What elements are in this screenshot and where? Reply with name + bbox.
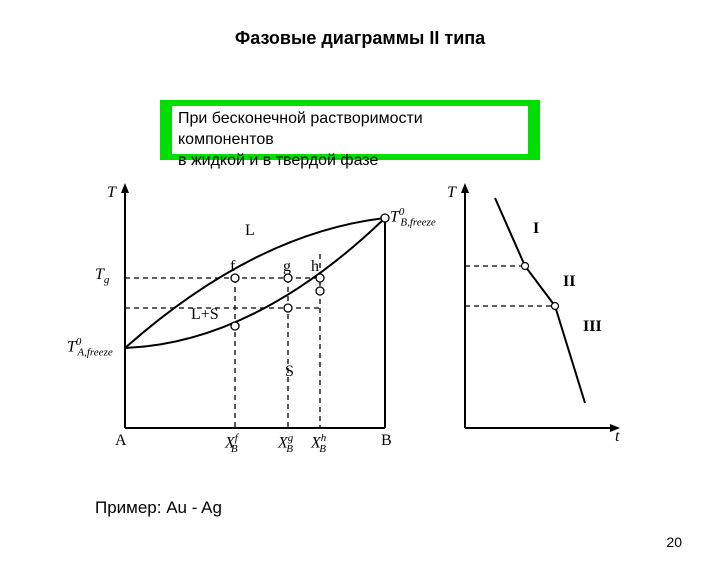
Tg-label: Tg (95, 266, 109, 286)
right-T-axis-label: T (447, 184, 456, 202)
left-T-axis-label: T (107, 184, 116, 202)
point-f-label: f (230, 258, 235, 276)
right-t-axis-label: t (615, 428, 619, 446)
subtitle-line1: При бесконечной растворимости компоненто… (178, 110, 423, 148)
diagram-area: T L L+S S f g h Tg T0A,freeze T0B,freeze… (85, 178, 645, 478)
region-II-label: II (563, 273, 575, 291)
page-title: Фазовые диаграммы II типа (0, 28, 720, 49)
A-label: A (115, 432, 127, 450)
phase-diagram-svg (85, 178, 645, 478)
example-text: Пример: Au - Ag (95, 498, 222, 518)
TA-freeze-label: T0A,freeze (67, 336, 113, 359)
page-number: 20 (666, 534, 682, 550)
S-region-label: S (285, 363, 294, 381)
region-I-label: I (533, 220, 539, 238)
L-region-label: L (245, 222, 255, 240)
B-label: B (381, 432, 392, 450)
point-g-label: g (283, 258, 291, 276)
Xf-label: XfB (225, 432, 238, 455)
subtitle-box: При бесконечной растворимости компоненто… (172, 106, 528, 154)
region-III-label: III (583, 318, 602, 336)
Xh-label: XhB (311, 432, 326, 455)
subtitle-line2: в жидкой и в твердой фазе (178, 152, 378, 169)
TB-freeze-label: T0B,freeze (390, 206, 436, 229)
Xg-label: XgB (278, 432, 293, 455)
LS-region-label: L+S (191, 306, 219, 324)
point-h-label: h (311, 258, 319, 276)
